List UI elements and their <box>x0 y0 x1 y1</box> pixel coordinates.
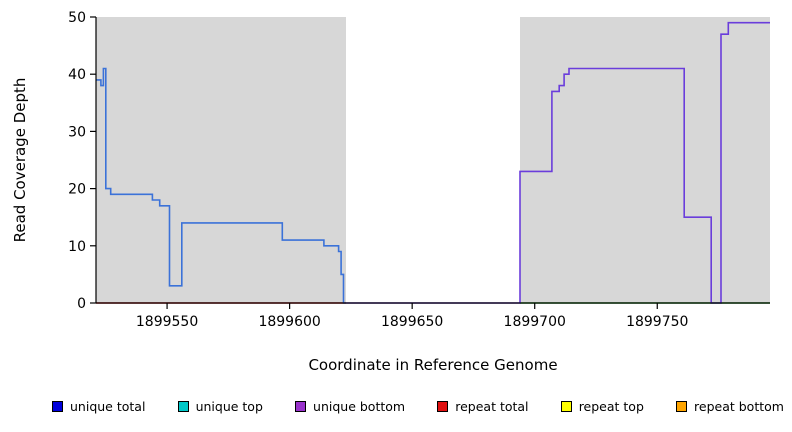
legend-label-repeat-total: repeat total <box>455 399 529 414</box>
x-tick-label: 1899700 <box>504 314 566 330</box>
y-tick-label: 0 <box>77 296 86 312</box>
legend-label-repeat-bottom: repeat bottom <box>694 399 784 414</box>
legend-item-repeat-total: repeat total <box>437 399 529 414</box>
x-tick-label: 1899750 <box>626 314 688 330</box>
legend-label-unique-bottom: unique bottom <box>313 399 406 414</box>
x-axis-label: Coordinate in Reference Genome <box>308 356 558 374</box>
legend-item-repeat-top: repeat top <box>560 399 644 414</box>
legend-label-unique-total: unique total <box>70 399 146 414</box>
x-tick-label: 1899600 <box>258 314 320 330</box>
legend-swatch-unique-total <box>52 401 63 412</box>
x-tick-label: 1899550 <box>136 314 198 330</box>
legend: unique total unique top unique bottom repea… <box>52 399 784 414</box>
legend-label-unique-top: unique top <box>195 399 263 414</box>
legend-swatch-repeat-top <box>560 401 572 412</box>
y-tick-label: 10 <box>68 239 86 255</box>
series-unique-total <box>96 67 346 304</box>
series-unique-bottom <box>346 21 770 304</box>
legend-swatch-repeat-total <box>437 401 449 412</box>
y-tick-label: 30 <box>68 124 86 140</box>
legend-item-repeat-bottom: repeat bottom <box>676 399 784 414</box>
repeat-region-band-left <box>96 17 346 303</box>
y-tick-label: 20 <box>68 182 86 198</box>
plot-canvas: 1899550 1899600 1899650 1899700 1899750 0 10 20… <box>68 10 770 330</box>
legend-item-unique-bottom: unique bottom <box>295 399 405 414</box>
y-axis-label: Read Coverage Depth <box>11 77 29 243</box>
legend-item-unique-top: unique top <box>177 399 263 414</box>
x-tick-label: 1899650 <box>381 314 443 330</box>
legend-swatch-unique-bottom <box>295 401 307 412</box>
legend-swatch-repeat-bottom <box>676 401 688 412</box>
legend-swatch-unique-top <box>177 401 189 412</box>
y-tick-label: 40 <box>68 67 86 83</box>
repeat-region-band-right <box>520 17 770 303</box>
y-tick-label: 50 <box>68 10 86 26</box>
legend-item-unique-total: unique total <box>52 399 145 414</box>
legend-label-repeat-top: repeat top <box>578 399 644 414</box>
